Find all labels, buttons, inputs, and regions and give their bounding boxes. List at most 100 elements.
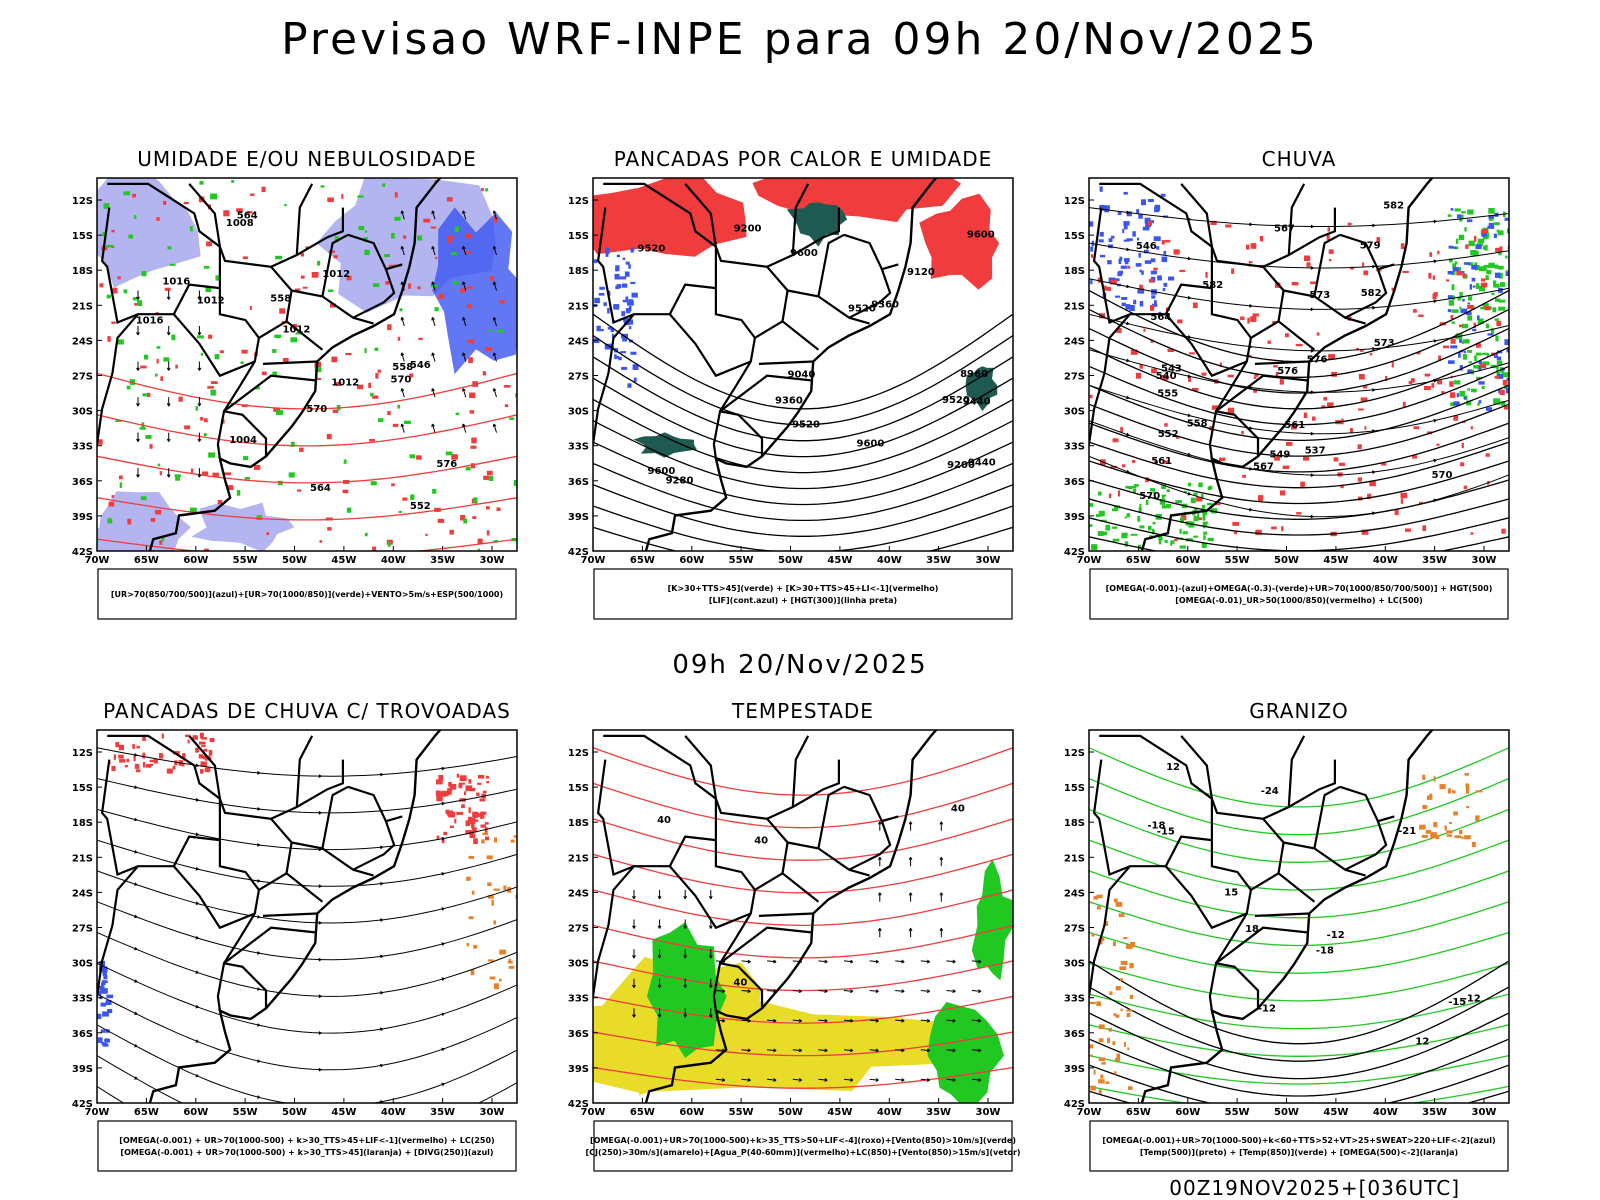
omega-red	[1143, 328, 1146, 332]
omega-green	[1137, 515, 1141, 522]
omega-blue	[1469, 284, 1472, 290]
red-speckle	[299, 447, 304, 452]
omega-red	[1272, 321, 1276, 324]
omega-blue	[1114, 278, 1120, 282]
contour-label: 570	[306, 404, 327, 415]
streamline-arrow	[1126, 469, 1130, 474]
lon-tick-label: 55W	[729, 1107, 754, 1118]
omega-green	[1479, 287, 1485, 292]
thunder-red	[449, 825, 454, 828]
red-speckle	[282, 358, 289, 363]
red-speckle	[241, 349, 248, 354]
red-speckle	[341, 193, 344, 199]
omega-orange	[1115, 1014, 1120, 1018]
map-frame	[592, 729, 1014, 1104]
wind-vector-head	[875, 989, 879, 994]
thunder-red	[195, 747, 199, 753]
omega-red	[1360, 397, 1368, 402]
omega-green	[1125, 485, 1130, 489]
dashed-thickness	[97, 455, 517, 484]
instability-fill	[919, 193, 1000, 290]
contour-label: -12	[1463, 994, 1481, 1005]
streamline-arrow	[134, 914, 138, 919]
thunder-red	[149, 759, 157, 763]
red-speckle	[486, 530, 490, 536]
divergence-blue	[103, 980, 108, 983]
omega-blue	[1150, 270, 1157, 275]
red-speckle	[175, 364, 178, 369]
contour-label: 564	[1150, 312, 1171, 323]
thunder-red	[449, 784, 457, 790]
wind-vector-head	[901, 959, 905, 964]
lon-tick-label: 70W	[581, 555, 606, 566]
thunder-orange	[482, 832, 488, 836]
red-speckle	[486, 470, 493, 476]
omega-green	[1454, 208, 1461, 212]
omega-green	[1458, 234, 1465, 241]
lat-tick-label: 30S	[568, 959, 589, 970]
green-speckle	[199, 180, 204, 185]
wind-vector-head	[632, 895, 636, 900]
omega-red	[1227, 374, 1234, 378]
streamline	[1089, 242, 1509, 269]
omega-green	[1102, 531, 1108, 536]
red-speckle	[190, 468, 194, 474]
green-speckle	[374, 347, 379, 351]
streamline-arrow	[441, 1012, 446, 1017]
streamline-arrow	[1372, 223, 1376, 228]
red-speckle	[503, 385, 511, 388]
water-contour	[593, 747, 1013, 796]
green-speckle	[137, 300, 143, 306]
red-speckle	[468, 357, 473, 363]
thunder-red	[435, 791, 443, 797]
thunder-red	[468, 807, 471, 814]
hgt500-contour	[1089, 498, 1509, 536]
omega-red	[1405, 528, 1411, 532]
omega-orange	[1115, 901, 1123, 907]
omega-green	[1188, 482, 1192, 487]
border	[603, 182, 717, 289]
mid-time-label: 09h 20/Nov/2025	[672, 650, 928, 680]
omega-green	[1452, 263, 1456, 269]
wind-vector-head	[926, 1078, 931, 1082]
streamline	[97, 962, 517, 1034]
lon-tick-label: 35W	[430, 1107, 455, 1118]
contour-label: 567	[1253, 462, 1274, 473]
omega-orange	[1466, 788, 1470, 794]
omega-orange	[1109, 991, 1113, 995]
height-contour	[593, 505, 1013, 551]
border	[218, 798, 272, 820]
contour-label: 9520	[942, 395, 970, 406]
red-speckle	[261, 186, 266, 193]
omega-blue	[1162, 288, 1166, 292]
streamline-arrow	[1433, 418, 1438, 423]
green-speckle	[106, 294, 111, 299]
omega-green	[1448, 258, 1453, 263]
omega-green	[1506, 228, 1509, 234]
lat-tick-label: 39S	[568, 512, 589, 523]
run-timestamp: 00Z19NOV2025+[036UTC]	[1169, 1176, 1460, 1200]
red-speckle	[164, 287, 171, 291]
omega-blue	[1466, 219, 1473, 223]
streamline-arrow	[1372, 470, 1376, 475]
omega-green	[1126, 513, 1131, 518]
wind-vector	[895, 1049, 905, 1052]
green-speckle	[208, 452, 216, 458]
omega-green	[1498, 250, 1502, 256]
red-speckle	[111, 495, 114, 498]
divergence-blue	[106, 994, 114, 999]
omega-red	[1192, 388, 1199, 391]
lif-contour	[613, 304, 620, 310]
border	[347, 233, 387, 270]
thunder-red	[115, 742, 120, 748]
border	[218, 246, 272, 268]
streamline-arrow	[1187, 374, 1192, 378]
lat-tick-label: 12S	[1064, 196, 1085, 207]
green-speckle	[132, 297, 139, 301]
wind-vector-head	[708, 955, 713, 959]
wind-vector-head	[747, 1078, 751, 1082]
red-speckle	[460, 515, 466, 521]
thunder-red	[182, 753, 186, 759]
omega-blue	[1505, 387, 1509, 394]
border	[216, 962, 268, 1011]
